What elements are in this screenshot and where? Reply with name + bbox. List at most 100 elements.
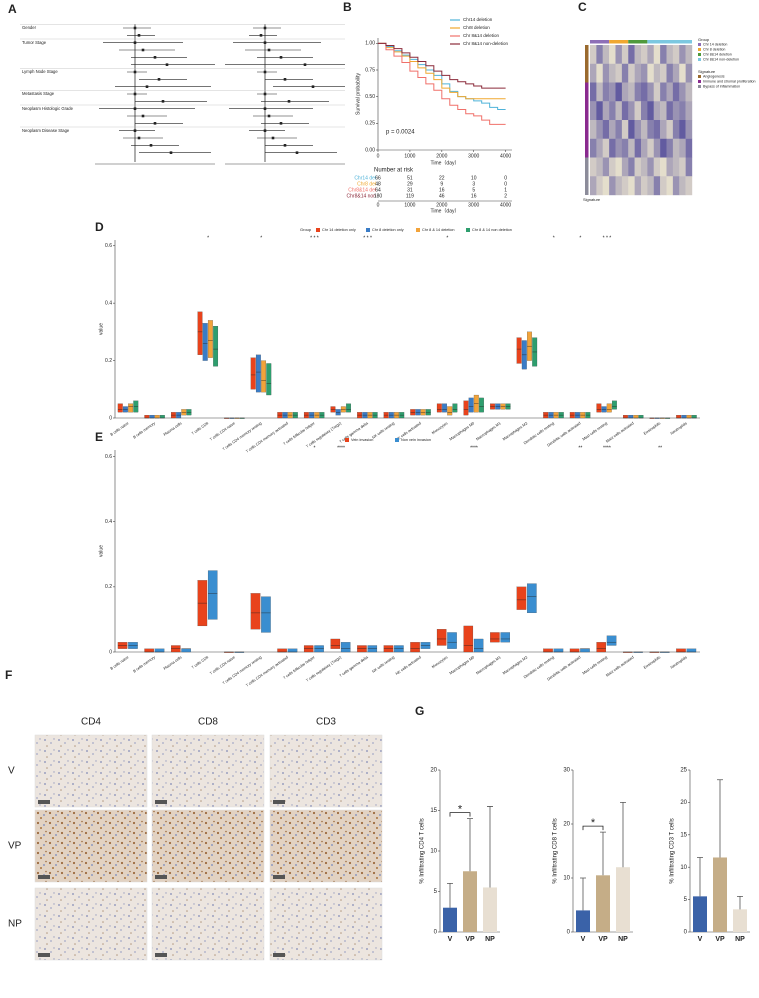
box — [686, 648, 697, 653]
heatmap-cell — [672, 138, 680, 158]
legend-title: Signature — [698, 69, 716, 74]
signature-axis-label: Signature — [583, 197, 601, 202]
group-label: Neoplasm Disease Stage — [22, 128, 70, 133]
y-tick-label: 25 — [680, 768, 687, 774]
x-tick-label: Monocytes — [431, 655, 448, 669]
estimate — [283, 78, 287, 81]
x-tick-label: Macrophages M0 — [449, 655, 475, 675]
heatmap-cell — [609, 138, 616, 158]
significance: ** — [578, 445, 582, 451]
error-bar — [447, 883, 453, 908]
error-bar — [467, 818, 473, 872]
risk-table-title: Number at risk — [374, 168, 414, 174]
column-header: CD3 — [316, 717, 336, 728]
significance-bracket — [582, 825, 604, 831]
x-tick-label: T cells CD8 — [191, 655, 209, 669]
significance: * * * — [310, 235, 319, 241]
legend-swatch — [698, 58, 701, 61]
legend-swatch — [366, 228, 370, 232]
heatmap-cell — [596, 82, 603, 102]
heatmap-cell — [609, 120, 616, 139]
group-bar — [628, 40, 648, 44]
significance: * — [207, 235, 209, 241]
heatmap-cell — [621, 82, 629, 102]
heatmap-cell — [666, 176, 674, 196]
heatmap-cell — [647, 82, 654, 102]
heatmap-cell — [666, 120, 674, 139]
heatmap-cell — [628, 138, 635, 158]
legend-swatch — [698, 48, 701, 51]
risk-count: 66 — [375, 175, 381, 181]
legend-label: Chr 8&14 deletion — [703, 52, 732, 56]
heatmap-cell — [672, 157, 680, 177]
y-tick-label: 0.25 — [365, 121, 375, 127]
risk-count: 0 — [504, 175, 507, 181]
heatmap-cell — [596, 101, 603, 121]
risk-count: 1 — [504, 187, 507, 193]
panel-label: E — [95, 430, 103, 444]
x-tick-label: 3000 — [468, 153, 479, 159]
legend-label: Bypass of inflammation — [703, 84, 740, 88]
risk-count: 51 — [407, 175, 413, 181]
heatmap-cell — [615, 176, 623, 196]
heatmap-cell — [685, 157, 693, 177]
box — [686, 415, 692, 419]
box — [553, 648, 564, 653]
heatmap-cell — [653, 63, 661, 83]
x-tick-label: Mast cells resting — [582, 655, 608, 675]
estimate — [133, 107, 137, 110]
heatmap-cell — [609, 101, 616, 121]
error-bar — [600, 831, 606, 876]
bar — [483, 887, 497, 932]
scale-bar — [38, 953, 50, 957]
x-tick-label: VP — [715, 936, 725, 943]
survival-curve — [378, 42, 506, 110]
legend-label: Immune and stromal proliferation — [703, 79, 756, 83]
box — [442, 403, 447, 413]
heatmap-cell — [609, 63, 616, 83]
estimate — [283, 144, 287, 147]
panel-label: C — [578, 0, 587, 14]
risk-count: 0 — [504, 181, 507, 187]
heatmap-cell — [653, 138, 661, 158]
estimate — [263, 129, 267, 132]
box — [606, 403, 612, 413]
box — [144, 415, 150, 419]
significance: * — [446, 235, 448, 241]
significance: * — [591, 817, 596, 829]
heatmap-cell — [634, 101, 642, 121]
heatmap-cell — [672, 120, 680, 139]
box — [330, 638, 341, 649]
x-tick-label: 0 — [377, 153, 380, 159]
scale-bar — [273, 953, 285, 957]
legend-swatch — [466, 228, 470, 232]
heatmap-cell — [596, 176, 603, 196]
risk-count: 2 — [504, 193, 507, 199]
y-axis-label: % Infiltrating CD3 T cells — [670, 818, 676, 883]
scale-bar — [38, 875, 50, 879]
box — [277, 648, 287, 653]
box — [207, 320, 213, 358]
heatmap-cell — [679, 157, 686, 177]
estimate — [279, 56, 283, 59]
estimate — [153, 122, 157, 125]
heatmap-cell — [672, 101, 680, 121]
estimate — [267, 114, 271, 118]
heatmap-cell — [621, 138, 629, 158]
scale-bar — [273, 875, 285, 879]
x-tick-label: NP — [618, 936, 628, 943]
heatmap-cell — [590, 101, 597, 121]
heatmap-cell — [660, 45, 667, 64]
error-bar — [697, 857, 703, 897]
y-tick-label: 10 — [680, 865, 687, 871]
y-tick-label: 10 — [430, 849, 437, 855]
box — [473, 638, 484, 653]
box — [181, 648, 191, 653]
risk-x-tick-label: 1000 — [404, 202, 415, 208]
heatmap-cell — [679, 101, 686, 121]
heatmap-cell — [602, 176, 610, 196]
heatmap-cell — [653, 120, 661, 139]
group-label: Tumor Stage — [22, 40, 47, 45]
heatmap-cell — [647, 120, 654, 139]
